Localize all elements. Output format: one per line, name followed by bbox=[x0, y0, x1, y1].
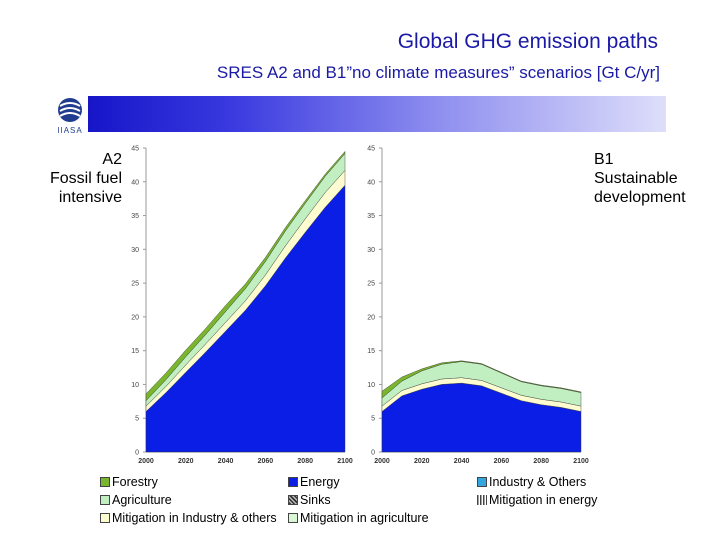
y-tick-label: 35 bbox=[131, 213, 139, 220]
y-tick-label: 5 bbox=[371, 416, 375, 423]
page-title: Global GHG emission paths bbox=[397, 30, 658, 53]
logo-swoosh bbox=[59, 102, 81, 117]
y-tick-label: 15 bbox=[131, 348, 139, 355]
y-tick-label: 20 bbox=[131, 314, 139, 321]
y-tick-label: 40 bbox=[131, 179, 139, 186]
x-tick-label: 2040 bbox=[454, 458, 470, 465]
b1-forestry-area bbox=[381, 360, 582, 399]
b1-label-line: Sustainable bbox=[594, 170, 678, 187]
a2-label-line: intensive bbox=[58, 189, 122, 206]
y-tick-label: 30 bbox=[367, 247, 375, 254]
x-tick-label: 2100 bbox=[573, 458, 589, 465]
y-tick-label: 15 bbox=[367, 348, 375, 355]
x-tick-label: 2080 bbox=[533, 458, 549, 465]
x-tick-label: 2100 bbox=[337, 458, 353, 465]
y-tick-label: 45 bbox=[131, 146, 139, 153]
x-tick-label: 2020 bbox=[178, 458, 194, 465]
y-tick-label: 35 bbox=[367, 213, 375, 220]
b1-label-line: B1 bbox=[594, 151, 614, 168]
a2-scenario-label: A2 Fossil fuel intensive bbox=[50, 150, 122, 207]
header-band bbox=[88, 96, 666, 132]
y-tick-label: 30 bbox=[131, 247, 139, 254]
a2-label-line: Fossil fuel bbox=[49, 170, 122, 187]
x-tick-label: 2020 bbox=[414, 458, 430, 465]
x-tick-label: 2060 bbox=[494, 458, 510, 465]
x-tick-label: 2060 bbox=[258, 458, 274, 465]
a2-forestry-area bbox=[145, 150, 346, 402]
b1-label-line: development bbox=[594, 189, 686, 206]
x-tick-label: 2040 bbox=[218, 458, 234, 465]
y-tick-label: 10 bbox=[131, 382, 139, 389]
x-tick-label: 2000 bbox=[374, 458, 390, 465]
x-tick-label: 2080 bbox=[297, 458, 313, 465]
y-tick-label: 25 bbox=[367, 281, 375, 288]
a2-label-line: A2 bbox=[102, 151, 122, 168]
y-tick-label: 5 bbox=[135, 416, 139, 423]
x-tick-label: 2000 bbox=[138, 458, 154, 465]
y-tick-label: 20 bbox=[367, 314, 375, 321]
iiasa-logo: IIASA bbox=[57, 98, 82, 135]
a2-energy-area bbox=[145, 184, 346, 453]
y-tick-label: 10 bbox=[367, 382, 375, 389]
y-tick-label: 0 bbox=[135, 450, 139, 457]
y-tick-label: 40 bbox=[367, 179, 375, 186]
y-tick-label: 25 bbox=[131, 281, 139, 288]
y-tick-label: 0 bbox=[371, 450, 375, 457]
y-tick-label: 45 bbox=[367, 146, 375, 153]
page-subtitle: SRES A2 and B1”no climate measures” scen… bbox=[216, 63, 660, 82]
logo-text: IIASA bbox=[57, 126, 82, 135]
b1-scenario-label: B1 Sustainable development bbox=[594, 150, 686, 207]
